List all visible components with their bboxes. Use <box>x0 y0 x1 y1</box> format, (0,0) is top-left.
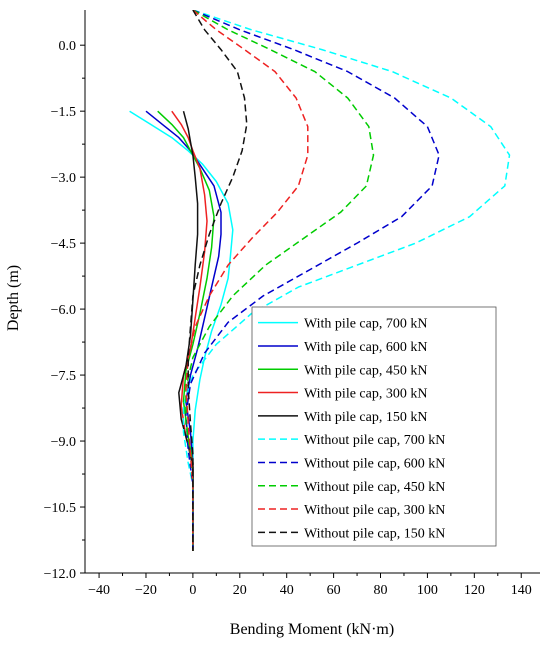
y-tick-label: −6.0 <box>51 303 76 318</box>
x-tick-label: 0 <box>189 583 196 598</box>
legend-label: Without pile cap, 450 kN <box>304 480 445 495</box>
series-line-5 <box>178 111 199 551</box>
legend-label: With pile cap, 450 kN <box>304 363 427 378</box>
series-line-1 <box>129 110 234 551</box>
x-tick-label: 100 <box>417 583 438 598</box>
plot-area <box>129 10 511 551</box>
x-tick-label: 60 <box>327 583 341 598</box>
x-tick-label: −20 <box>135 583 157 598</box>
x-tick-label: 120 <box>464 583 485 598</box>
x-tick-label: −40 <box>88 583 110 598</box>
series-line-10 <box>187 10 248 551</box>
x-tick-label: 20 <box>233 583 247 598</box>
x-axis-title: Bending Moment (kN·m) <box>230 621 394 638</box>
legend-label: Without pile cap, 150 kN <box>304 526 445 541</box>
x-tick-label: 140 <box>511 583 532 598</box>
legend-label: With pile cap, 700 kN <box>304 317 427 332</box>
y-axis-title: Depth (m) <box>5 265 22 331</box>
series-line-3 <box>157 110 215 551</box>
legend-label: Without pile cap, 300 kN <box>304 503 445 518</box>
x-tick-label: 80 <box>374 583 388 598</box>
y-tick-label: −1.5 <box>51 105 76 120</box>
legend-box <box>251 306 497 547</box>
y-tick-label: −7.5 <box>51 369 76 384</box>
y-tick-label: −3.0 <box>51 171 76 186</box>
axes: −40 −20 0 20 40 60 80 100 120 140 0.0 −1.5 −3.0 −4.5 −… <box>44 10 540 598</box>
y-tick-label: 0.0 <box>59 39 77 54</box>
y-tick-label: −9.0 <box>51 435 76 450</box>
series-line-9 <box>185 10 309 551</box>
y-tick-label: −10.5 <box>44 501 76 516</box>
y-tick-label: −12.0 <box>44 567 76 582</box>
legend: With pile cap, 700 kN With pile cap, 600 … <box>251 306 497 547</box>
x-tick-label: 40 <box>280 583 294 598</box>
series-line-7 <box>185 10 440 551</box>
legend-label: With pile cap, 600 kN <box>304 340 427 355</box>
series-line-2 <box>145 110 222 551</box>
y-tick-label: −4.5 <box>51 237 76 252</box>
series-line-8 <box>185 10 375 551</box>
legend-label: With pile cap, 300 kN <box>304 387 427 402</box>
legend-label: Without pile cap, 600 kN <box>304 456 445 471</box>
legend-label: Without pile cap, 700 kN <box>304 433 445 448</box>
legend-label: With pile cap, 150 kN <box>304 410 427 425</box>
